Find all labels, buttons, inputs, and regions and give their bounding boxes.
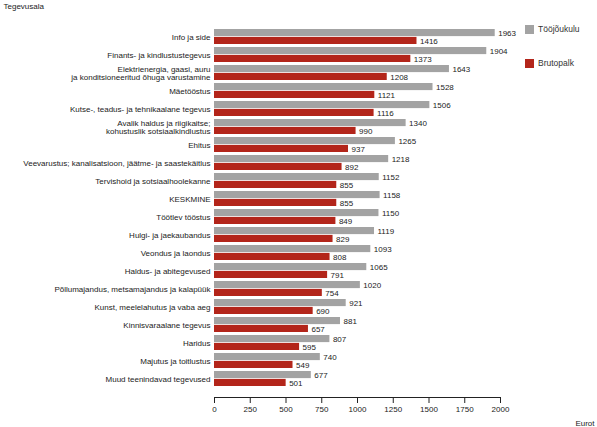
svg-text:Kutse-, teadus- ja tehnikaalan: Kutse-, teadus- ja tehnikaalane tegevus <box>70 105 211 114</box>
svg-text:Töötlev tööstus: Töötlev tööstus <box>156 213 210 222</box>
svg-text:1500: 1500 <box>420 405 438 414</box>
svg-text:Majutus ja toitlustus: Majutus ja toitlustus <box>140 357 210 366</box>
svg-text:Eurot: Eurot <box>575 419 595 427</box>
svg-text:937: 937 <box>351 145 365 154</box>
svg-text:677: 677 <box>314 371 328 380</box>
svg-text:Tervishoid ja sotsiaalhoolekan: Tervishoid ja sotsiaalhoolekanne <box>95 177 211 186</box>
svg-text:1750: 1750 <box>456 405 474 414</box>
svg-text:1528: 1528 <box>436 83 454 92</box>
svg-text:1963: 1963 <box>498 29 516 38</box>
svg-text:1000: 1000 <box>349 405 367 414</box>
svg-text:250: 250 <box>244 405 258 414</box>
svg-text:791: 791 <box>331 271 345 280</box>
svg-text:0: 0 <box>212 405 217 414</box>
html-text:Brutopalk: Brutopalk <box>538 58 574 68</box>
svg-text:881: 881 <box>343 317 357 326</box>
svg-text:750: 750 <box>315 405 329 414</box>
svg-text:1020: 1020 <box>363 281 381 290</box>
svg-text:855: 855 <box>340 199 354 208</box>
svg-text:Info ja side: Info ja side <box>172 33 211 42</box>
svg-text:Ehitus: Ehitus <box>188 141 210 150</box>
svg-text:1152: 1152 <box>382 173 400 182</box>
svg-text:595: 595 <box>303 343 317 352</box>
svg-text:921: 921 <box>349 299 363 308</box>
svg-text:Kinnisvaraalane tegevus: Kinnisvaraalane tegevus <box>123 321 210 330</box>
svg-text:1093: 1093 <box>374 245 392 254</box>
svg-text:Põllumajandus, metsamajandus j: Põllumajandus, metsamajandus ja kalapüük <box>54 285 211 294</box>
svg-text:849: 849 <box>339 217 353 226</box>
svg-text:1150: 1150 <box>382 209 400 218</box>
svg-text:Elektrienergia, gaasi, auruja: Elektrienergia, gaasi, auruja konditsion… <box>70 65 211 82</box>
svg-text:829: 829 <box>336 235 350 244</box>
svg-text:892: 892 <box>345 163 359 172</box>
svg-text:Tegevusala: Tegevusala <box>4 2 45 11</box>
svg-text:1506: 1506 <box>433 101 451 110</box>
svg-text:1250: 1250 <box>384 405 402 414</box>
svg-text:501: 501 <box>289 379 303 388</box>
svg-text:Muud teenindavad tegevused: Muud teenindavad tegevused <box>106 375 211 384</box>
svg-text:1265: 1265 <box>398 137 416 146</box>
svg-text:808: 808 <box>333 253 347 262</box>
svg-text:Haldus- ja abitegevused: Haldus- ja abitegevused <box>125 267 211 276</box>
svg-text:855: 855 <box>340 181 354 190</box>
svg-text:690: 690 <box>316 307 330 316</box>
svg-text:740: 740 <box>323 353 337 362</box>
svg-text:1218: 1218 <box>392 155 410 164</box>
svg-text:807: 807 <box>333 335 347 344</box>
svg-text:1340: 1340 <box>409 119 427 128</box>
svg-text:Mäetööstus: Mäetööstus <box>169 87 210 96</box>
svg-text:Veevarustus; kanalisatsioon, j: Veevarustus; kanalisatsioon, jäätme- ja … <box>23 159 210 168</box>
svg-text:1643: 1643 <box>452 65 470 74</box>
svg-text:1065: 1065 <box>370 263 388 272</box>
svg-text:Hulgi- ja jaekaubandus: Hulgi- ja jaekaubandus <box>129 231 210 240</box>
svg-text:2000: 2000 <box>492 405 510 414</box>
svg-text:KESKMINE: KESKMINE <box>169 195 210 204</box>
svg-text:1121: 1121 <box>378 91 396 100</box>
svg-text:Veondus ja laondus: Veondus ja laondus <box>141 249 211 258</box>
svg-text:1208: 1208 <box>390 73 408 82</box>
svg-text:1373: 1373 <box>414 55 432 64</box>
svg-text:500: 500 <box>279 405 293 414</box>
svg-text:549: 549 <box>296 361 310 370</box>
svg-text:Haridus: Haridus <box>183 339 211 348</box>
svg-text:1416: 1416 <box>420 37 438 46</box>
svg-text:657: 657 <box>311 325 325 334</box>
svg-text:1119: 1119 <box>378 227 395 236</box>
svg-text:Avalik haldus ja riigikaitse;k: Avalik haldus ja riigikaitse;kohustuslik… <box>106 119 211 136</box>
svg-text:990: 990 <box>359 127 373 136</box>
svg-text:Finants- ja kindlustustegevus: Finants- ja kindlustustegevus <box>107 51 210 60</box>
svg-text:1158: 1158 <box>383 191 401 200</box>
svg-text:Kunst, meelelahutus ja vaba ae: Kunst, meelelahutus ja vaba aeg <box>94 303 210 312</box>
svg-text:1116: 1116 <box>377 109 394 118</box>
svg-text:754: 754 <box>325 289 339 298</box>
html-text:Tööjõukulu: Tööjõukulu <box>538 24 580 34</box>
svg-text:1904: 1904 <box>490 47 508 56</box>
